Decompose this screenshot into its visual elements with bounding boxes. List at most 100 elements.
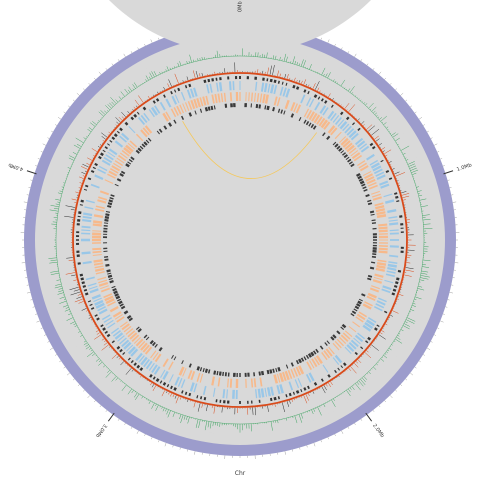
scale-tick — [389, 395, 393, 399]
rna-gene-mark — [336, 330, 341, 335]
reverse-cds-block — [116, 157, 125, 164]
rna-gene-mark — [290, 113, 295, 118]
gc-skew-mark — [76, 143, 82, 147]
scale-tick — [384, 400, 387, 403]
scale-tick — [341, 430, 344, 434]
gc-skew-mark — [186, 61, 188, 64]
gc-skew-mark — [400, 329, 404, 332]
forward-cds-block — [350, 339, 359, 348]
gc-skew-mark — [70, 321, 76, 325]
gc-skew-mark — [161, 71, 163, 74]
forward-cds-block — [105, 319, 114, 326]
cds-mark — [328, 93, 331, 98]
cds-mark — [69, 286, 79, 291]
cds-mark — [277, 70, 279, 77]
rna-tick-outer — [295, 86, 300, 90]
reverse-cds-block — [125, 328, 134, 335]
reverse-cds-block — [308, 111, 315, 121]
cds-mark — [101, 338, 105, 341]
rna-tick-outer — [119, 127, 123, 132]
rna-gene-mark — [347, 158, 352, 163]
forward-cds-block — [107, 151, 116, 158]
rna-gene-mark — [367, 277, 372, 281]
forward-cds-block — [95, 302, 105, 309]
rna-gene-mark — [258, 371, 261, 376]
gc-skew-mark — [279, 56, 281, 61]
reverse-cds-block — [371, 193, 381, 198]
scale-tick — [88, 83, 91, 85]
rna-gene-mark — [105, 210, 111, 213]
rna-tick-outer — [184, 85, 188, 89]
reverse-cds-block — [133, 336, 142, 344]
forward-cds-block — [322, 364, 329, 373]
rna-tick-outer — [109, 139, 113, 143]
gc-skew-mark — [391, 344, 393, 346]
rna-track — [103, 103, 377, 377]
gc-skew-mark — [411, 172, 417, 175]
gc-skew-mark — [336, 82, 338, 84]
cds-mark — [201, 72, 203, 77]
reverse-cds-block — [150, 350, 157, 359]
gc-skew-mark — [133, 82, 138, 88]
rna-tick-outer — [393, 285, 398, 288]
rna-gene-mark — [348, 161, 353, 165]
gc-skew-mark — [80, 334, 83, 337]
gc-skew-mark — [110, 97, 117, 104]
cds-mark — [308, 393, 310, 397]
gc-skew-mark — [167, 410, 171, 418]
forward-cds-block — [354, 334, 364, 343]
forward-cds-block — [385, 273, 395, 278]
gc-skew-mark — [323, 403, 326, 408]
rna-gene-mark — [104, 258, 109, 261]
rna-tick-outer — [273, 396, 277, 401]
scale-tick — [400, 92, 404, 96]
rna-gene-mark — [109, 280, 114, 284]
forward-cds-block — [383, 193, 393, 198]
scale-tick — [334, 43, 336, 46]
rna-gene-mark — [171, 354, 174, 359]
cds-mark — [65, 272, 76, 275]
cds-mark — [221, 407, 223, 413]
rna-gene-mark — [342, 152, 347, 156]
rna-tick-outer — [89, 303, 93, 307]
scale-tick — [447, 179, 450, 181]
rna-tick-outer — [155, 378, 160, 383]
gc-skew-mark — [422, 214, 430, 216]
rna-tick-outer — [177, 87, 181, 92]
cds-mark — [367, 125, 376, 132]
reverse-cds-block — [162, 358, 169, 368]
cds-mark — [301, 396, 303, 398]
gc-skew-mark — [209, 421, 212, 429]
reverse-cds-block — [92, 230, 102, 232]
reverse-cds-block — [173, 107, 179, 116]
forward-cds-block — [151, 364, 158, 373]
gc-skew-mark — [313, 408, 316, 412]
gc-skew-mark — [87, 129, 92, 133]
cds-mark — [151, 384, 155, 388]
rna-tick-outer — [122, 352, 126, 355]
rna-tick-outer — [130, 360, 134, 364]
scale-tick — [57, 117, 62, 120]
scale-tick — [36, 320, 40, 323]
rna-tick-outer — [104, 146, 108, 150]
cds-mark — [371, 344, 379, 351]
gc-skew-mark — [57, 201, 60, 203]
rna-gene-mark — [112, 287, 117, 292]
rna-tick-outer — [111, 340, 115, 344]
rna-gene-mark — [147, 137, 152, 142]
reverse-cds-block — [376, 264, 386, 269]
rna-gene-mark — [117, 298, 122, 302]
cds-mark — [197, 403, 201, 412]
scale-tick — [430, 137, 433, 139]
gc-skew-mark — [386, 351, 389, 354]
cds-mark — [332, 98, 334, 100]
gc-skew-mark — [132, 84, 136, 89]
cds-mark — [274, 404, 276, 407]
gc-skew-mark — [127, 89, 131, 93]
rna-gene-mark — [334, 143, 339, 148]
reverse-cds-block — [358, 162, 368, 169]
cds-mark — [402, 195, 410, 198]
forward-cds-block — [266, 387, 271, 397]
reverse-cds-block — [100, 285, 109, 290]
cds-mark — [384, 149, 392, 155]
